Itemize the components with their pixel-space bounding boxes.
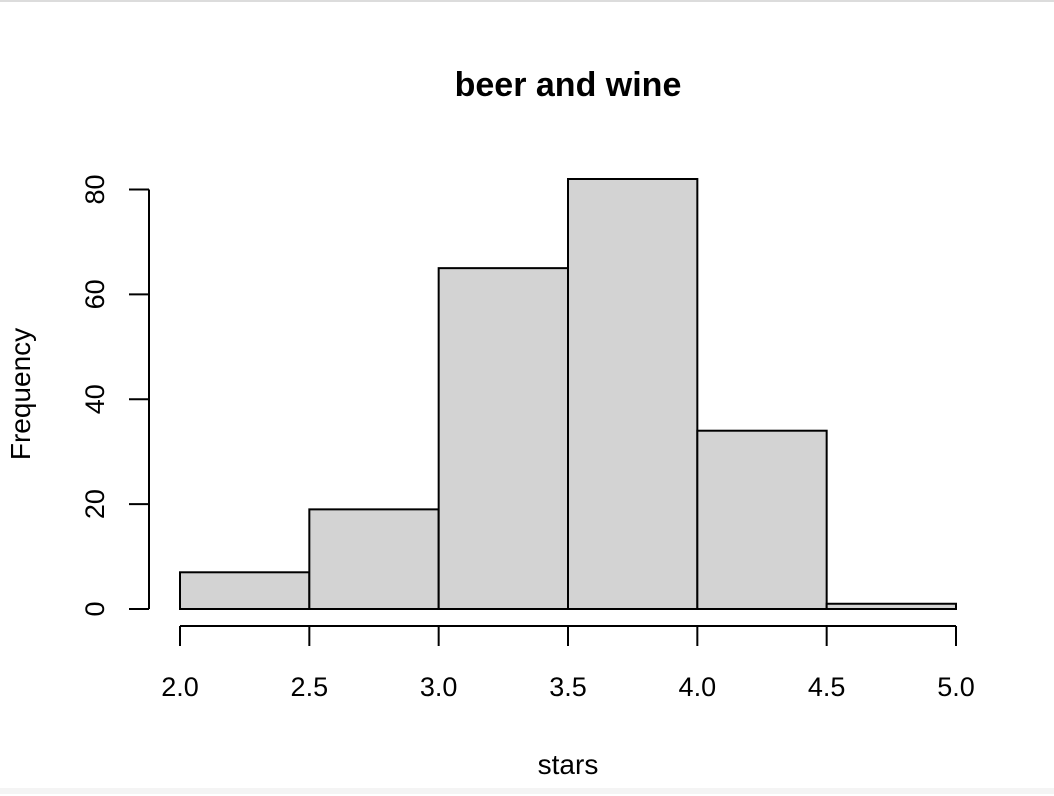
histogram-bar: [696, 429, 828, 610]
histogram-bar: [308, 508, 440, 610]
x-tick-label: 3.0: [420, 672, 458, 702]
chart-title: beer and wine: [455, 66, 682, 104]
histogram-bar: [179, 571, 311, 610]
y-tick-label: 80: [80, 174, 110, 204]
y-axis-label: Frequency: [5, 328, 36, 460]
y-tick-label: 40: [80, 384, 110, 414]
histogram-bars: [179, 178, 958, 611]
y-axis: 0 20 40 60 80: [80, 174, 150, 617]
bottom-edge: [0, 788, 1054, 794]
histogram-bar: [437, 267, 569, 610]
y-tick-label: 20: [80, 489, 110, 519]
y-tick-label: 0: [80, 601, 110, 616]
x-tick-label: 4.5: [808, 672, 846, 702]
x-tick-label: 2.5: [291, 672, 329, 702]
x-tick-label: 3.5: [549, 672, 587, 702]
x-tick-label: 2.0: [161, 672, 199, 702]
y-tick-label: 60: [80, 279, 110, 309]
histogram-bar: [567, 178, 699, 610]
x-axis-label: stars: [538, 749, 599, 780]
x-axis: 2.0 2.5 3.0 3.5 4.0 4.5 5.0: [161, 625, 975, 702]
histogram-bar: [825, 602, 958, 611]
x-tick-label: 5.0: [937, 672, 975, 702]
x-tick-label: 4.0: [679, 672, 717, 702]
